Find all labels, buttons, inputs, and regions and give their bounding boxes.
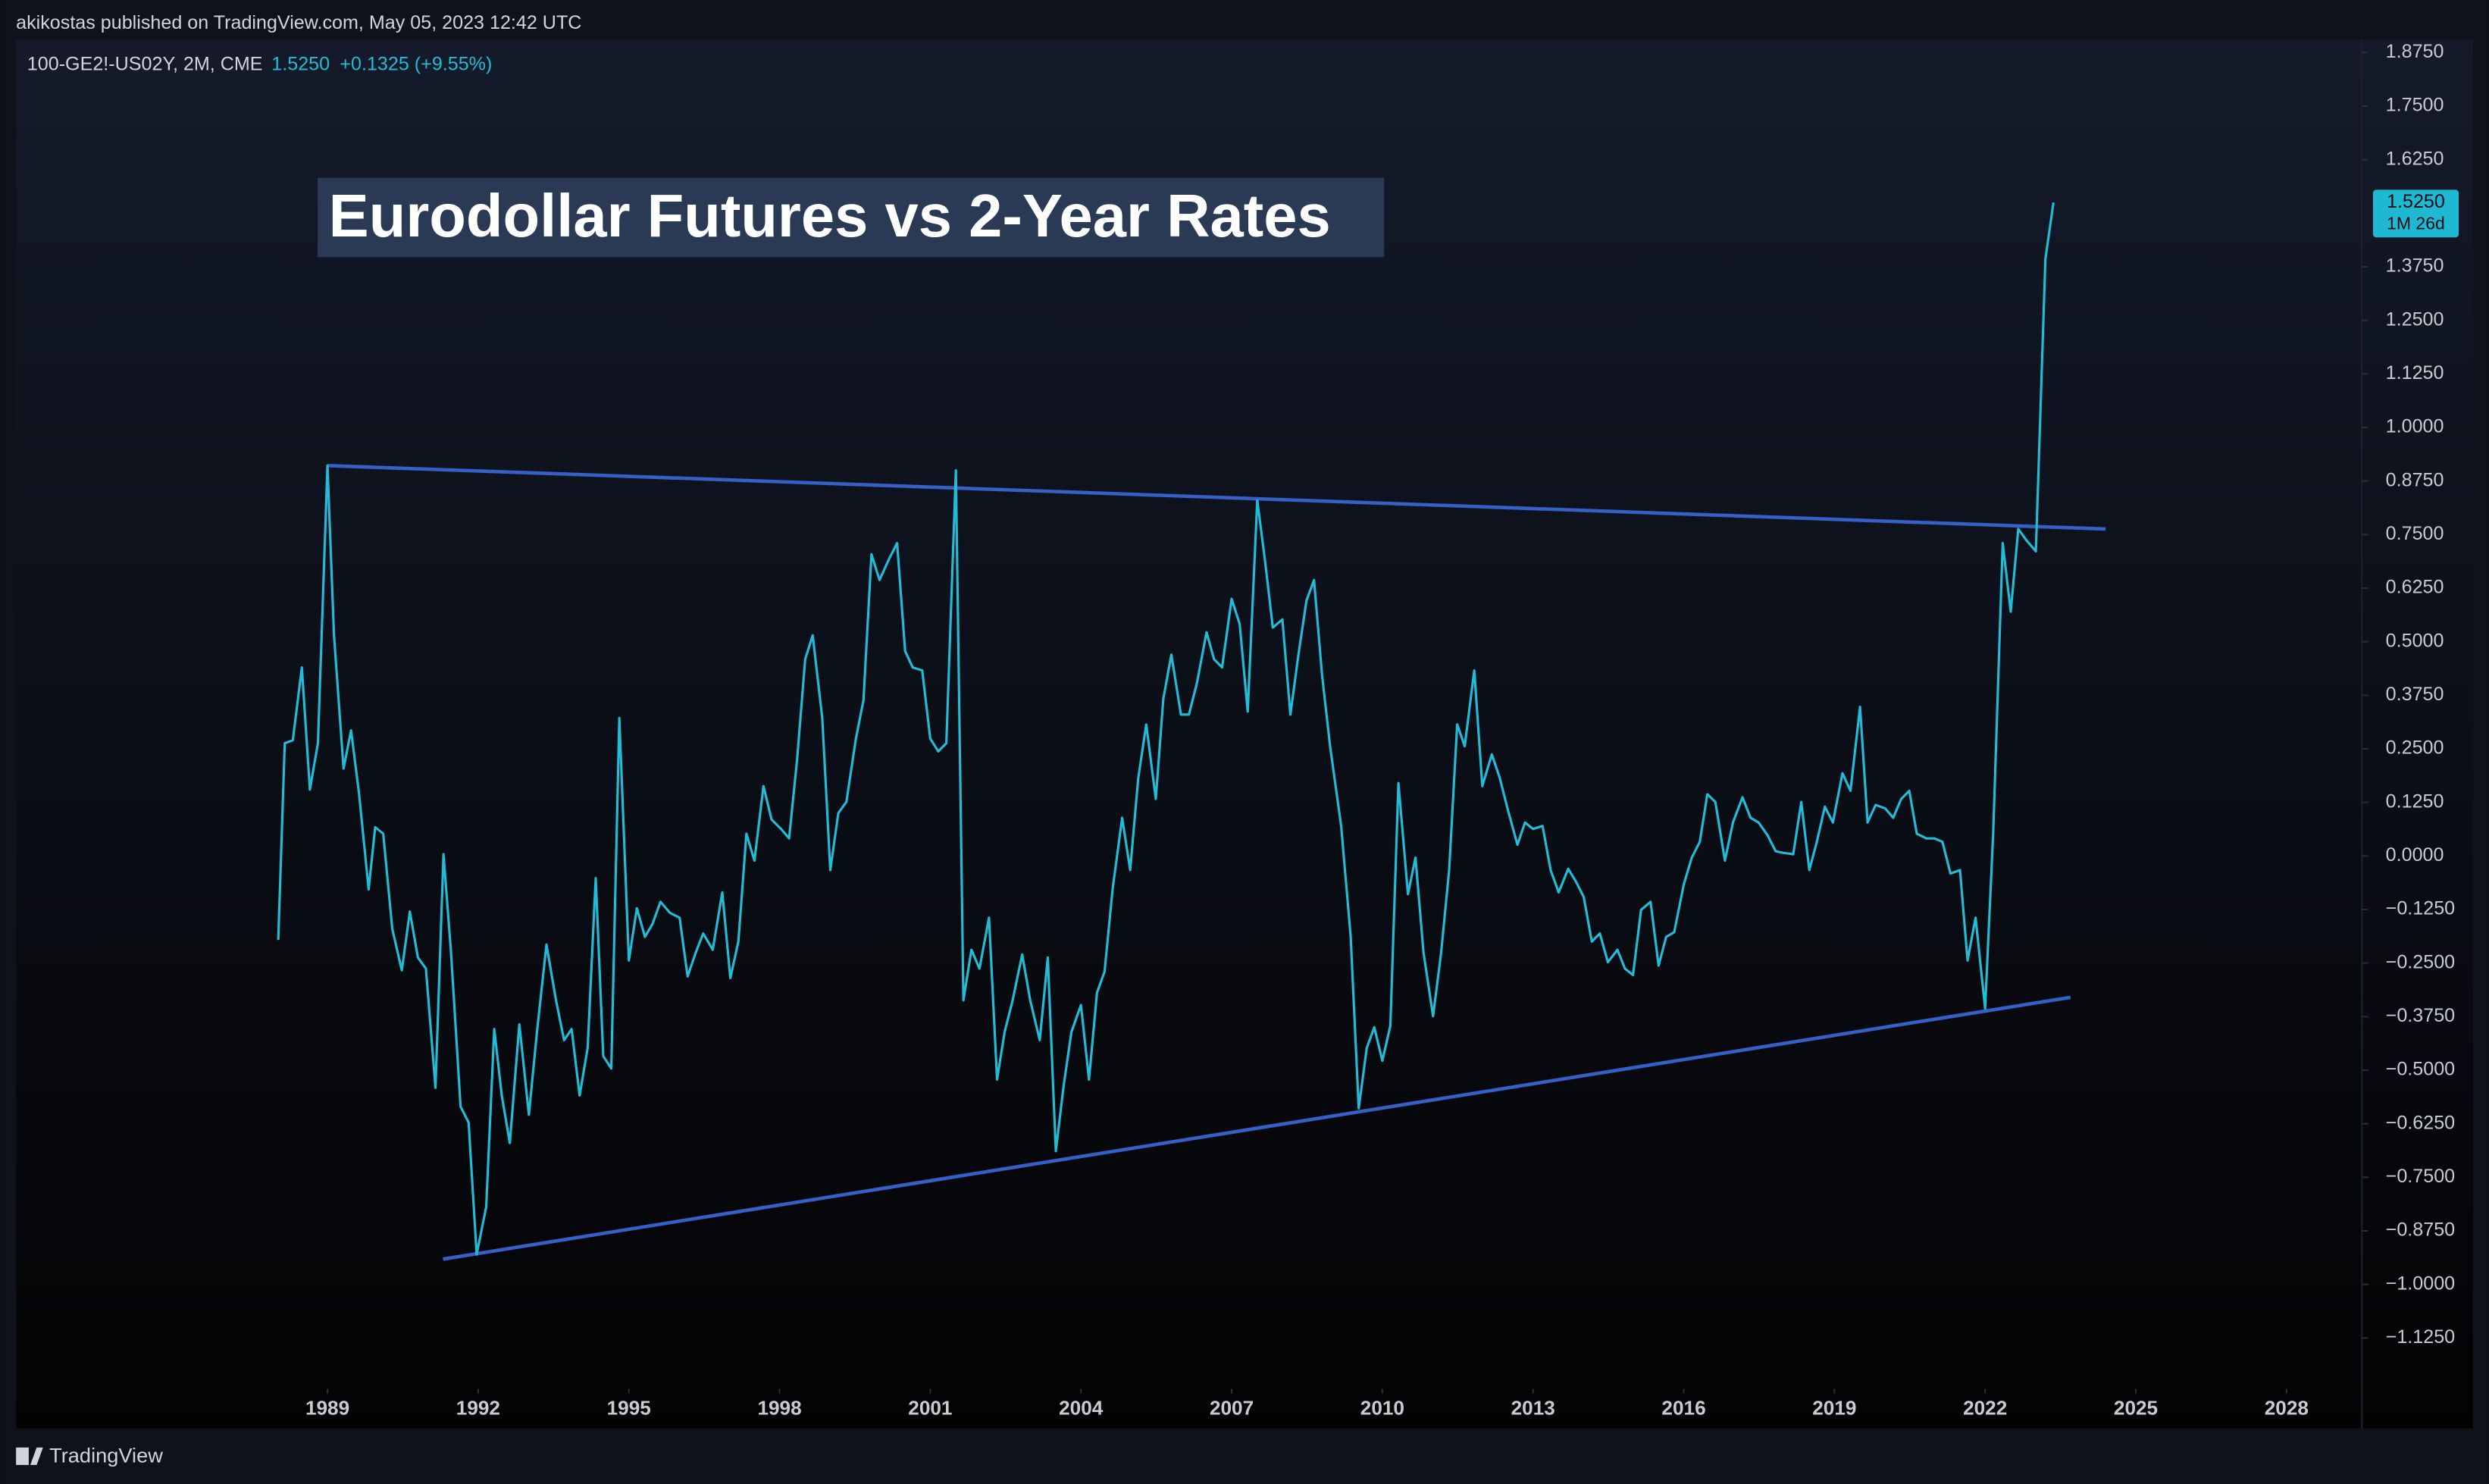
y-tick-label: 1.1250 [2386,362,2444,384]
y-tick-label: 0.3750 [2386,684,2444,705]
x-tick-label: 1989 [305,1396,349,1419]
series-line [277,202,2055,1256]
price-tag-label: 1.5250 [2387,191,2445,212]
price-tag [2372,189,2459,238]
logo-mark [16,1447,29,1465]
y-tick-label: 1.6250 [2386,148,2444,169]
title-box [318,177,1385,258]
x-tick-label: 2028 [2265,1396,2309,1419]
x-tick-label: 2016 [1661,1396,1705,1419]
x-tick-label: 1995 [607,1396,651,1419]
y-tick-label: 0.2500 [2386,737,2444,759]
trendline [443,995,2071,1261]
y-tick-label: −0.5000 [2386,1059,2455,1080]
x-tick-label: 2022 [1963,1396,2007,1419]
footer-logo [16,1447,43,1465]
trendline [327,464,2106,531]
y-tick-label: −0.6250 [2386,1112,2455,1133]
y-tick-label: −0.7500 [2386,1166,2455,1187]
x-tick-label: 1998 [757,1396,801,1419]
y-tick-label: −1.1250 [2386,1326,2455,1348]
y-tick-label: 0.7500 [2386,523,2444,544]
y-tick-label: 1.0000 [2386,416,2444,437]
x-tick-label: 2025 [2114,1396,2158,1419]
x-tick-label: 2004 [1059,1396,1104,1419]
x-tick-label: 2019 [1812,1396,1856,1419]
plot-background [16,39,2473,1429]
footer-brand: TradingView [49,1444,163,1467]
y-tick-label: 0.1250 [2386,791,2444,812]
y-tick-label: 1.3750 [2386,255,2444,277]
y-tick-label: −0.2500 [2386,951,2455,972]
y-tick-label: −0.8750 [2386,1219,2455,1241]
logo-mark [30,1447,43,1465]
y-tick-label: 0.8750 [2386,469,2444,490]
change: +0.1325 (+9.55%) [340,53,492,74]
y-tick-label: 1.2500 [2386,308,2444,330]
y-tick-label: 0.0000 [2386,844,2444,866]
author-line: akikostas published on TradingView.com, … [16,12,581,33]
x-tick-label: 2001 [908,1396,952,1419]
y-tick-label: 0.6250 [2386,577,2444,598]
x-tick-label: 2007 [1210,1396,1254,1419]
y-tick-label: 1.7500 [2386,95,2444,116]
symbol: 100-GE2!-US02Y, 2M, CME [27,53,263,74]
y-tick-label: 1.8750 [2386,41,2444,62]
y-tick-label: −0.3750 [2386,1005,2455,1026]
price: 1.5250 [271,53,330,74]
x-tick-label: 2013 [1511,1396,1555,1419]
y-tick-label: 0.5000 [2386,630,2444,651]
y-tick-label: −0.1250 [2386,898,2455,919]
y-tick-label: −1.0000 [2386,1273,2455,1294]
countdown-label: 1M 26d [2387,214,2445,233]
x-tick-label: 1992 [456,1396,500,1419]
x-tick-label: 2010 [1360,1396,1404,1419]
chart-title: Eurodollar Futures vs 2-Year Rates [329,182,1331,249]
